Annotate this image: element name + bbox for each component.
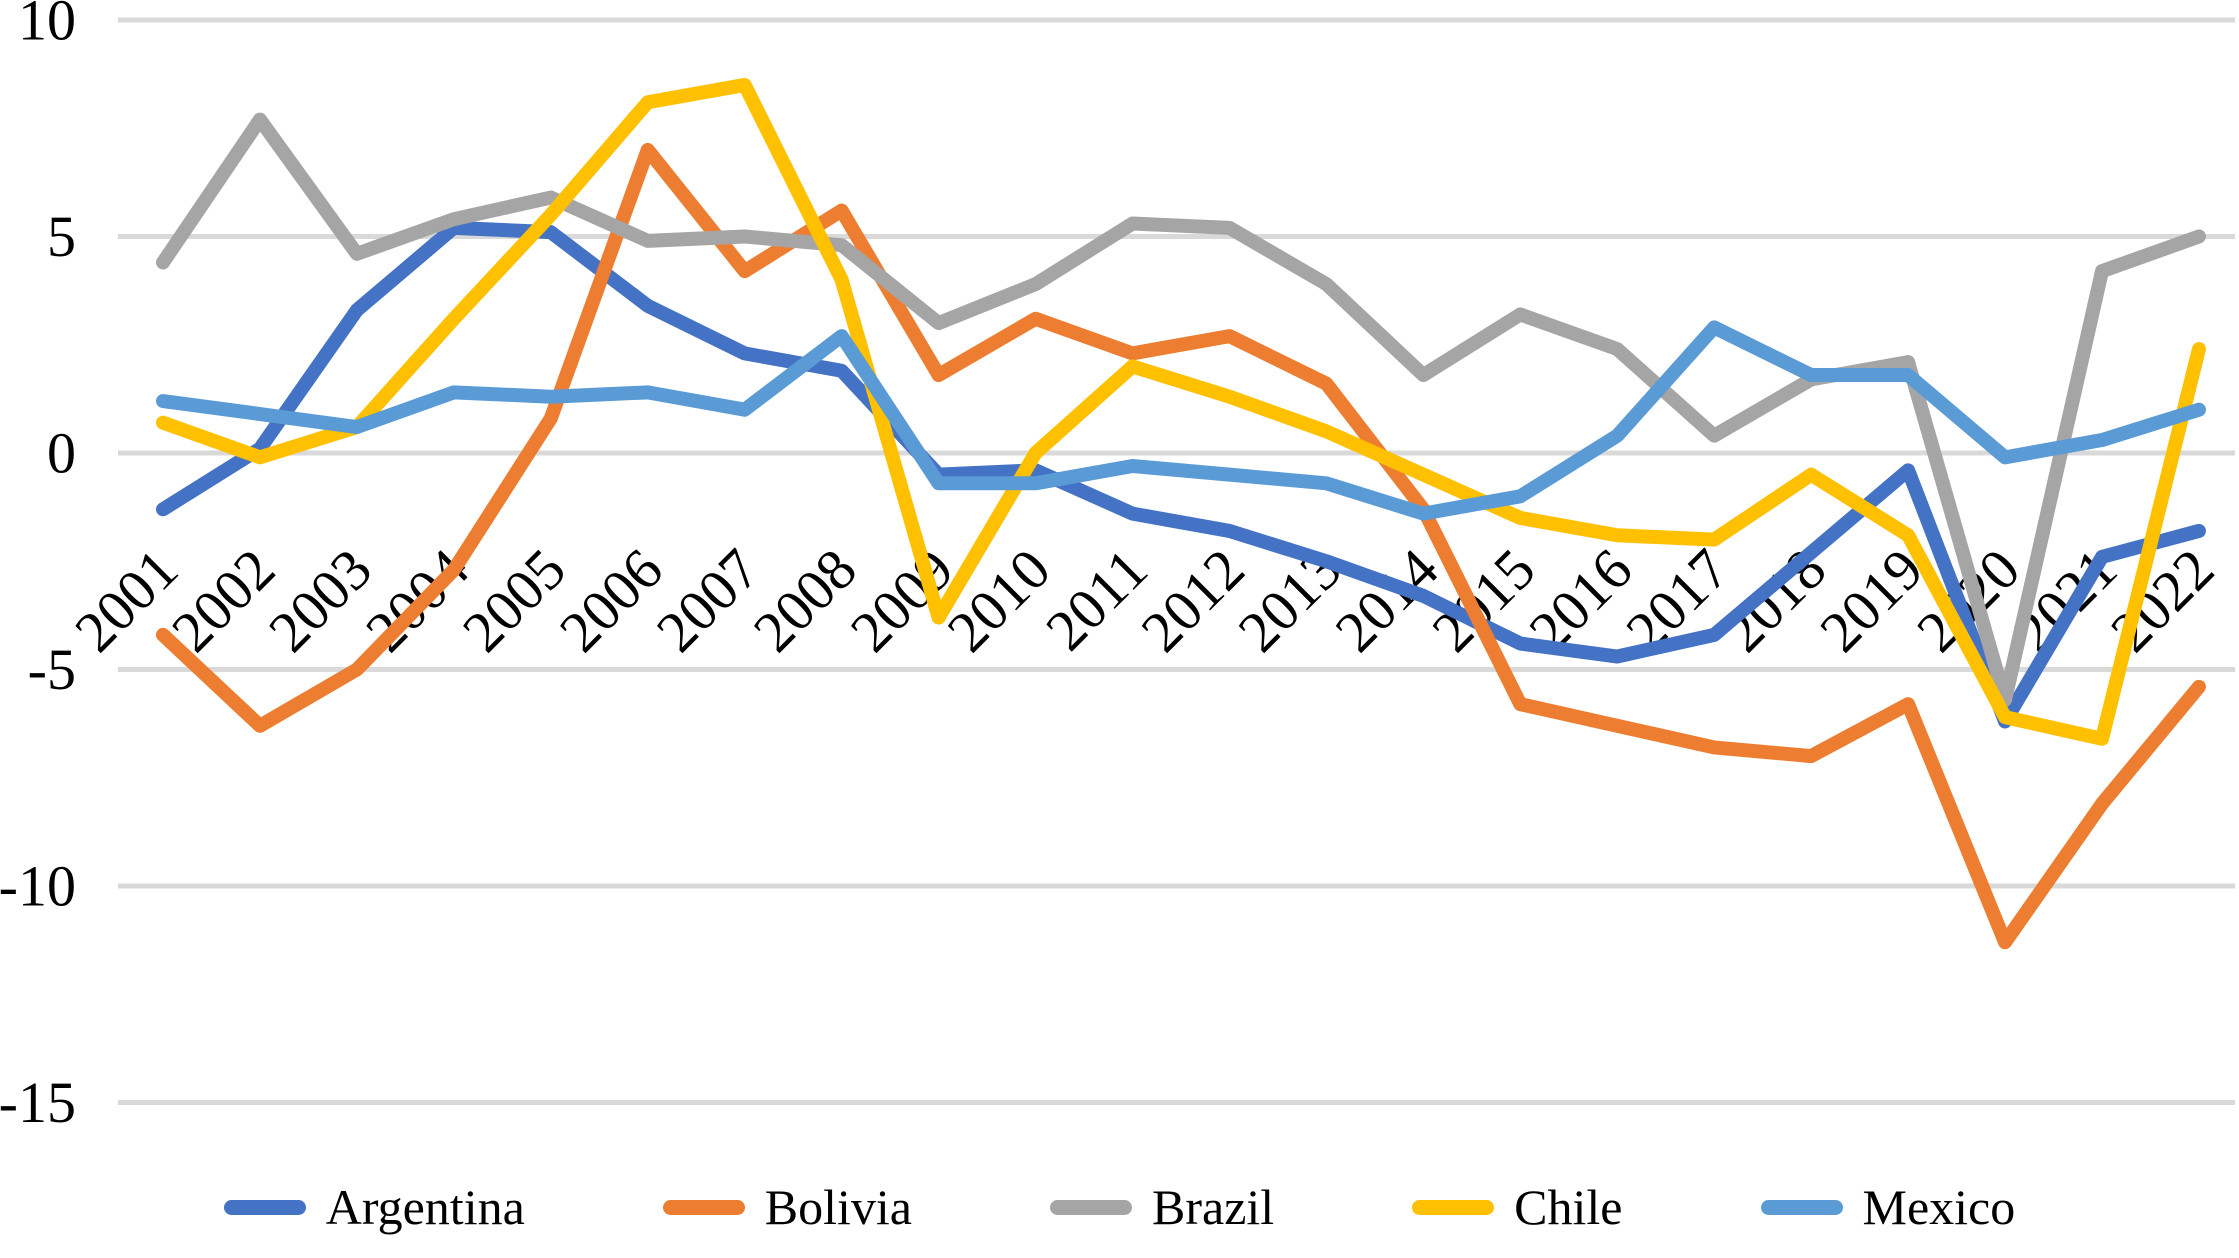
legend-label: Brazil xyxy=(1152,1179,1275,1235)
x-tick-label-2008: 2008 xyxy=(741,536,869,664)
series-line-chile xyxy=(156,77,2206,746)
x-tick-label-2003: 2003 xyxy=(256,536,384,664)
y-tick-label: 10 xyxy=(18,0,76,53)
x-tick-label-2012: 2012 xyxy=(1129,536,1257,664)
legend-label: Mexico xyxy=(1862,1179,2016,1235)
legend-label: Chile xyxy=(1514,1179,1623,1235)
gridlines xyxy=(118,17,2235,1105)
legend-item-bolivia: Bolivia xyxy=(662,1179,912,1235)
legend-item-chile: Chile xyxy=(1412,1179,1623,1235)
y-tick-label: -5 xyxy=(28,637,76,702)
x-tick-label-2011: 2011 xyxy=(1033,536,1159,662)
legend-swatch-brazil xyxy=(1050,1199,1132,1215)
legend-swatch-bolivia xyxy=(662,1199,745,1215)
legend-label: Argentina xyxy=(325,1179,525,1235)
legend-item-mexico: Mexico xyxy=(1760,1179,2016,1235)
x-tick-label-2006: 2006 xyxy=(547,536,675,664)
y-tick-label: -15 xyxy=(0,1070,76,1135)
y-tick-label: 0 xyxy=(47,421,76,486)
legend-swatch-mexico xyxy=(1760,1199,1843,1215)
series-line-mexico xyxy=(156,320,2206,521)
legend-swatch-chile xyxy=(1412,1199,1495,1215)
legend: Argentina Bolivia Brazil Chile Mexico xyxy=(0,1172,2239,1242)
legend-item-argentina: Argentina xyxy=(223,1179,525,1235)
y-axis-tick-labels: 10 5 0 -5 -10 -15 xyxy=(0,0,76,1135)
y-tick-label: -10 xyxy=(0,854,76,919)
x-tick-label-2018: 2018 xyxy=(1710,536,1838,664)
legend-item-brazil: Brazil xyxy=(1050,1182,1274,1232)
x-tick-label-2007: 2007 xyxy=(644,536,772,664)
series-line-bolivia xyxy=(156,142,2206,950)
y-tick-label: 5 xyxy=(47,204,76,269)
legend-label: Bolivia xyxy=(764,1179,912,1235)
legend-swatch-argentina xyxy=(223,1199,306,1215)
